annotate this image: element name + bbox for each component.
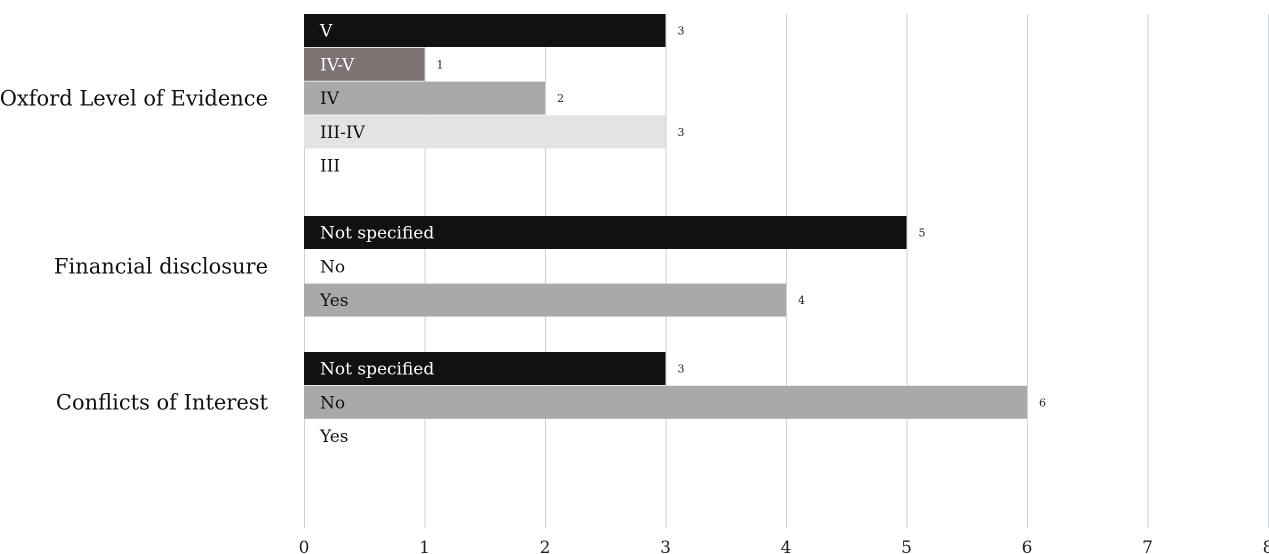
bar-label: IV	[320, 89, 340, 109]
x-tick-label: 2	[540, 538, 551, 554]
data-label: 2	[557, 92, 564, 105]
x-tick-label: 0	[299, 538, 310, 554]
data-label: 3	[678, 363, 685, 376]
bar-label: III-IV	[320, 123, 366, 143]
data-label: 6	[1039, 396, 1046, 409]
data-label: 4	[798, 294, 805, 307]
bar-label: Not specified	[320, 224, 434, 244]
bar	[304, 283, 786, 317]
category-label: Conflicts of Interest	[56, 391, 269, 415]
bar-label: V	[319, 22, 333, 42]
category-label: Oxford Level of Evidence	[0, 87, 268, 111]
x-tick-label: 4	[781, 538, 792, 554]
x-tick-label: 1	[419, 538, 430, 554]
category-label: Financial disclosure	[54, 255, 268, 279]
bar	[304, 115, 666, 149]
bar-label: Yes	[319, 427, 349, 447]
data-label: 5	[919, 227, 926, 240]
bar	[304, 47, 425, 81]
x-tick-label: 5	[901, 538, 912, 554]
data-label: 3	[678, 126, 685, 139]
bar	[304, 352, 666, 385]
bar-label: No	[320, 257, 345, 277]
x-tick-label: 6	[1022, 538, 1033, 554]
bar	[304, 81, 545, 115]
data-label: 1	[437, 58, 444, 71]
x-tick-label: 8	[1263, 538, 1269, 554]
bar-label: Not specified	[320, 360, 434, 380]
bar	[304, 14, 666, 47]
x-tick-label: 7	[1142, 538, 1153, 554]
bar	[304, 216, 907, 249]
bar-label: IV-V	[320, 55, 355, 75]
bar-label: No	[320, 393, 345, 413]
bar-label: III	[320, 157, 340, 177]
x-tick-label: 3	[660, 538, 671, 554]
bar	[304, 385, 1027, 419]
data-label: 3	[678, 25, 685, 38]
bar-label: Yes	[319, 291, 349, 311]
